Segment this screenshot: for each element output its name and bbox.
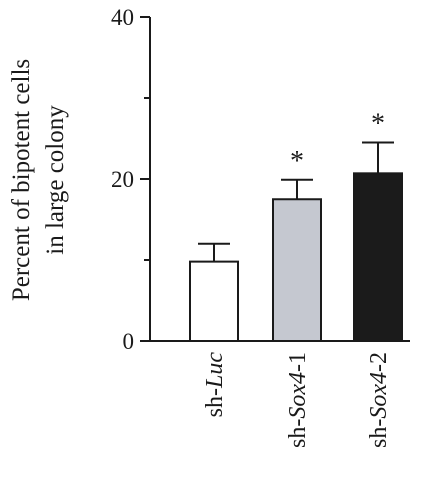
significance-marker: *	[371, 109, 385, 140]
bars: **	[189, 109, 403, 342]
y-axis-title: Percent of bipotent cells in large colon…	[8, 59, 69, 301]
y-axis-ticks: 0 20 40	[111, 5, 150, 354]
x-axis-tick-labels: sh-Luc sh-Sox4-1 sh-Sox4-2	[202, 352, 392, 448]
x-tick-label: sh-Luc	[202, 352, 228, 418]
y-tick-label: 0	[123, 329, 135, 354]
y-axis-title-line-2: in large colony	[42, 105, 69, 255]
bar	[189, 260, 239, 342]
y-tick-label: 40	[111, 5, 134, 30]
significance-marker: *	[290, 146, 304, 177]
x-tick-label: sh-Sox4-1	[285, 352, 311, 448]
bar	[272, 198, 322, 342]
y-tick-label: 20	[111, 167, 134, 192]
x-tick-label: sh-Sox4-2	[366, 352, 392, 448]
bar	[353, 172, 403, 342]
y-axis-title-line-1: Percent of bipotent cells	[8, 59, 35, 301]
